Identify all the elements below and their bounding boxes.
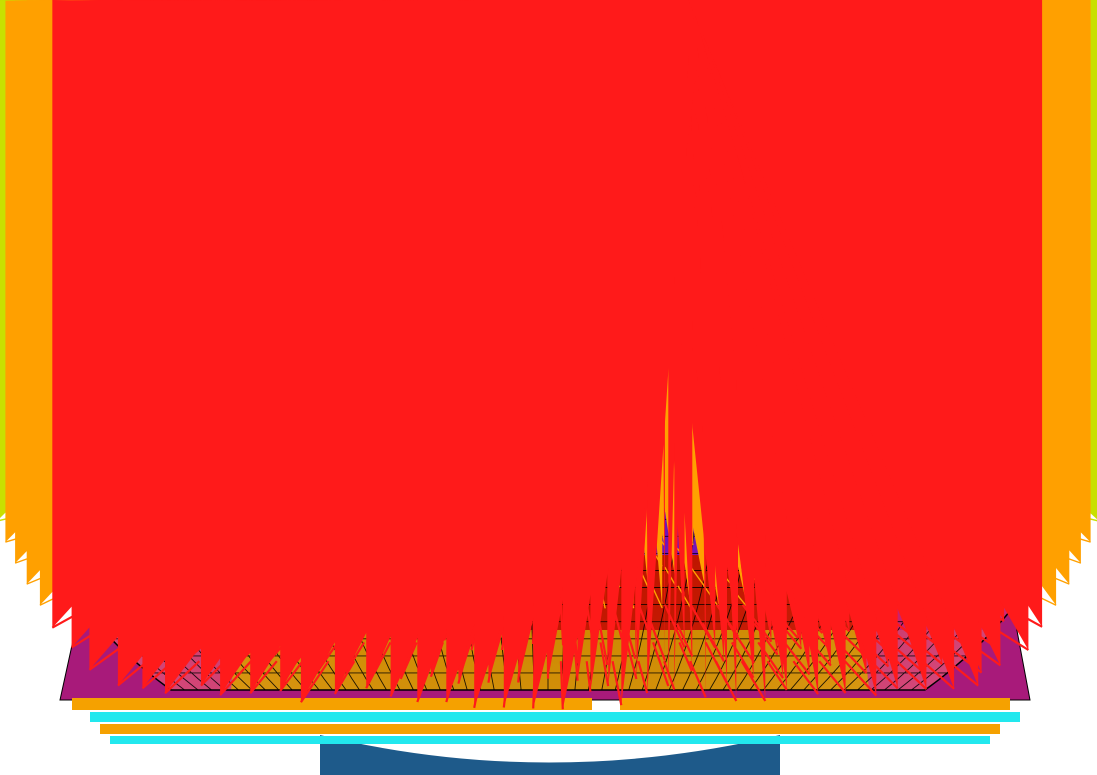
base-strip bbox=[620, 698, 1010, 710]
vector-arrows bbox=[0, 0, 1097, 709]
base-strip bbox=[90, 712, 1020, 722]
base-strip bbox=[110, 736, 990, 744]
base-strips bbox=[72, 698, 1020, 744]
base-strip bbox=[72, 698, 592, 710]
base-strip bbox=[100, 724, 1000, 734]
